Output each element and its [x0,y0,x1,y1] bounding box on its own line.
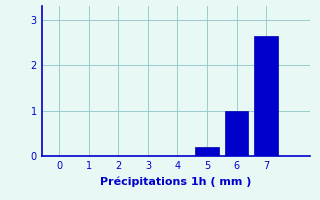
Bar [254,36,278,156]
Bar [195,147,219,156]
Bar [225,111,248,156]
X-axis label: Précipitations 1h ( mm ): Précipitations 1h ( mm ) [100,176,252,187]
